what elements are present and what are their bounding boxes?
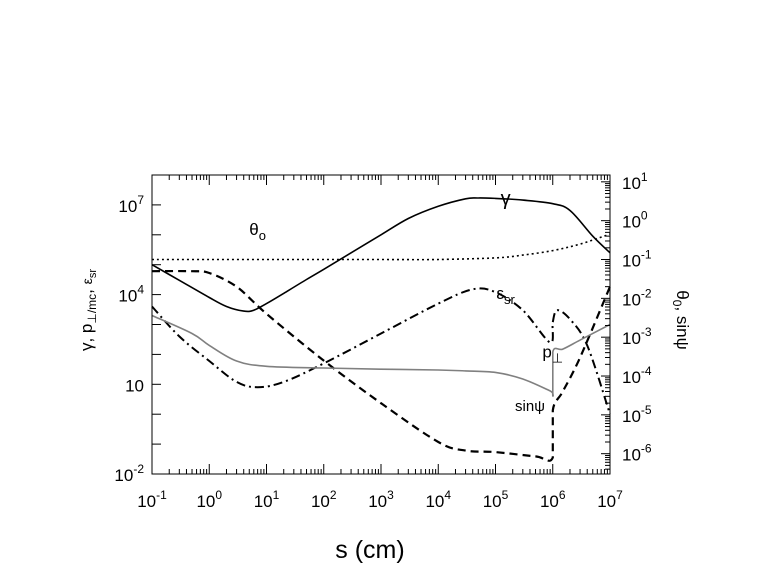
x-tick-label: 10-1	[137, 488, 167, 511]
series-line-gamma	[151, 197, 611, 313]
annotation-layer: γ θo εsr p⊥ sinψ	[249, 188, 563, 415]
svg-text:γ, p⊥/mc, εsr: γ, p⊥/mc, εsr	[77, 269, 99, 351]
x-tick-label: 103	[368, 488, 394, 511]
y-right-tick-label: 10-5	[622, 403, 652, 426]
x-axis-label: s (cm)	[335, 536, 404, 564]
series-line-eps-sr	[151, 287, 611, 415]
curve-label: εsr	[496, 284, 515, 307]
tick-label-layer: 10-1 100 101 102 103 104 105 106 107 10-2 10 104 107…	[114, 170, 652, 511]
curve-label: γ	[501, 188, 511, 210]
x-tick-label: 101	[254, 488, 280, 511]
y-right-tick-label: 10-1	[622, 248, 652, 271]
tick-layer	[151, 174, 611, 475]
y-left-tick-label: 107	[118, 193, 144, 216]
y-left-tick-label: 10-2	[114, 462, 144, 485]
y-left-label-part-gamma: γ, p	[77, 324, 96, 351]
curve-label: θo	[249, 220, 266, 243]
x-tick-label: 105	[483, 488, 509, 511]
y-left-tick-label: 104	[118, 283, 144, 306]
x-tick-label: 107	[597, 488, 623, 511]
y-left-tick-label: 10	[125, 376, 144, 395]
y-right-tick-label: 10-2	[622, 286, 652, 309]
y-right-tick-label: 10-3	[622, 325, 652, 348]
curve-label: p⊥	[542, 342, 563, 365]
series-line-p-perp	[151, 314, 611, 397]
series-layer	[151, 197, 612, 462]
plot-frame	[151, 174, 611, 475]
x-tick-label: 100	[196, 488, 222, 511]
x-tick-label: 102	[311, 488, 337, 511]
curve-label: sinψ	[515, 398, 545, 415]
y-right-tick-label: 10-4	[622, 364, 652, 387]
svg-text:θ0, sinψ: θ0, sinψ	[670, 290, 692, 349]
y-left-label-part-comma: ,	[77, 284, 96, 293]
y-right-tick-label: 101	[622, 170, 648, 193]
y-left-label-part-eps: ε	[79, 278, 95, 284]
y-right-label-part-theta: θ	[673, 290, 692, 299]
y-right-label-part-zero: 0	[670, 300, 684, 307]
y-right-tick-label: 100	[622, 209, 648, 232]
y-right-tick-label: 10-6	[622, 442, 652, 465]
y-axis-right-label: θ0, sinψ	[670, 290, 692, 349]
series-line-theta	[152, 233, 611, 261]
x-tick-label: 106	[540, 488, 566, 511]
y-left-label-part-sr: sr	[87, 269, 99, 279]
y-left-label-part-perp: ⊥/mc	[85, 294, 99, 324]
series-line-sinpsi	[151, 269, 612, 462]
x-tick-label: 104	[425, 488, 451, 511]
y-right-label-part-sin: , sinψ	[673, 306, 692, 349]
y-axis-left-label: γ, p⊥/mc, εsr	[77, 269, 99, 351]
